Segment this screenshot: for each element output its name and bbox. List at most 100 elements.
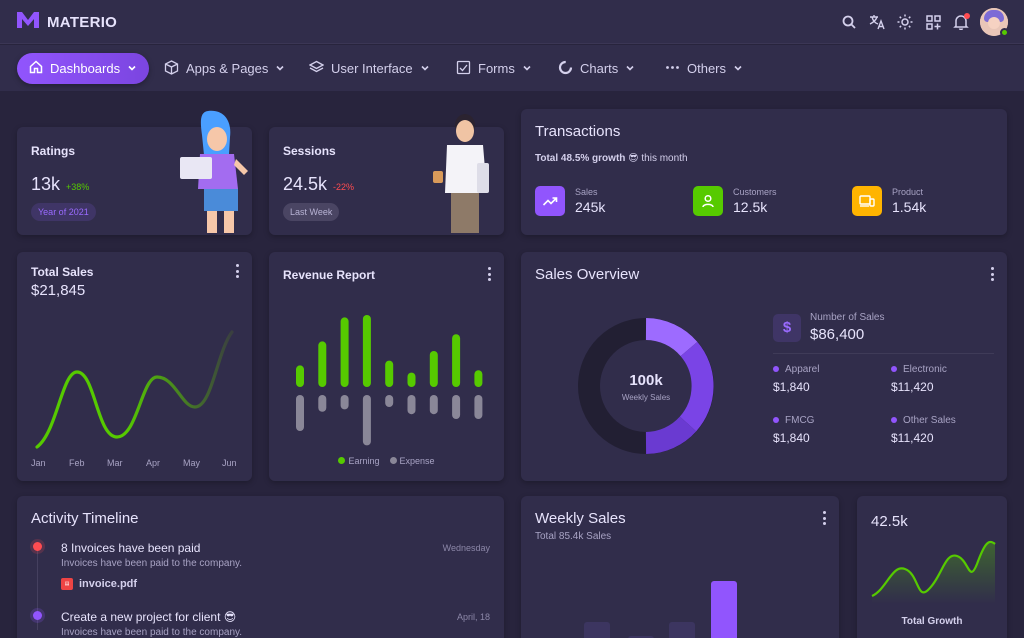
expense-bar — [452, 395, 461, 419]
devices-icon — [852, 186, 882, 216]
card-title: Ratings — [31, 144, 76, 158]
earning-bar — [362, 315, 371, 387]
chevron-down-icon — [733, 61, 743, 76]
nav-label: Dashboards — [50, 61, 121, 76]
growth-value: 42.5k — [871, 513, 908, 530]
search-icon[interactable] — [840, 13, 858, 31]
stat-value: 1.54k — [892, 199, 927, 215]
nav-user-interface[interactable]: User Interface — [297, 53, 442, 84]
timeline-dot — [33, 611, 42, 620]
nav-label: Others — [687, 61, 727, 76]
total-sales-card: Total Sales $21,845 Jan Feb Mar Apr May … — [17, 252, 252, 481]
brand[interactable]: MATERIO — [17, 12, 117, 33]
sessions-change: -22% — [333, 182, 355, 192]
expense-bar — [385, 395, 394, 407]
user-icon — [693, 186, 723, 216]
transactions-card: Transactions Total 48.5% growth 😎 this m… — [521, 109, 1007, 235]
legend-earning: Earning — [338, 456, 380, 466]
card-title: Total Sales — [31, 265, 94, 279]
trending-up-icon — [535, 186, 565, 216]
earning-bar — [385, 360, 394, 387]
sales-item: FMCG $1,840 — [773, 415, 814, 445]
expense-bar — [362, 395, 371, 446]
stat-sales: Sales 245k — [535, 186, 605, 216]
stat-value: 12.5k — [733, 199, 768, 215]
earning-bar — [340, 317, 349, 387]
sales-donut-chart — [578, 318, 714, 454]
nav-label: Apps & Pages — [186, 61, 269, 76]
expense-bar — [474, 395, 483, 419]
home-icon — [29, 60, 43, 77]
sales-item-label: Other Sales — [903, 415, 956, 426]
apps-grid-icon[interactable] — [924, 13, 942, 31]
stat-value: 245k — [575, 199, 606, 215]
timeline-title: Create a new project for client 😎 — [61, 610, 236, 624]
weekly-bar — [669, 622, 695, 638]
card-title: Activity Timeline — [31, 510, 139, 527]
ratings-value: 13k — [31, 174, 61, 194]
card-title: Revenue Report — [283, 268, 376, 282]
dollar-icon: $ — [773, 313, 801, 342]
expense-bar — [407, 395, 416, 415]
sales-overview-card: Sales Overview 100k Weekly Sales $ Numbe… — [521, 252, 1007, 481]
sales-item-value: $11,420 — [891, 431, 934, 445]
nav-dashboards[interactable]: Dashboards — [17, 53, 149, 84]
more-vertical-icon[interactable] — [821, 511, 827, 525]
more-horizontal-icon — [665, 60, 680, 78]
growth-emoji: 😎 — [628, 153, 639, 164]
stat-label: Customers — [733, 187, 777, 197]
month-label: May — [183, 458, 201, 468]
notification-bell-icon[interactable] — [952, 13, 970, 31]
more-vertical-icon[interactable] — [234, 264, 240, 278]
card-title: Sales Overview — [535, 266, 640, 283]
brand-name: MATERIO — [47, 14, 118, 31]
card-title: Weekly Sales — [535, 510, 626, 527]
growth-text: Total 48.5% growth 😎 this month — [535, 153, 688, 164]
chevron-down-icon — [420, 61, 430, 76]
legend-expense: Expense — [389, 456, 435, 466]
nav-charts[interactable]: Charts — [546, 53, 647, 84]
weekly-bar — [628, 636, 654, 638]
notification-dot — [964, 13, 970, 19]
sales-item-label: Electronic — [903, 364, 947, 375]
avatar[interactable] — [980, 8, 1009, 37]
card-title: Transactions — [535, 123, 621, 140]
earning-bar — [452, 334, 461, 387]
earning-bar — [474, 370, 483, 387]
earning-bar — [296, 365, 304, 387]
nav-apps-pages[interactable]: Apps & Pages — [152, 53, 297, 84]
divider — [773, 353, 994, 354]
nav-forms[interactable]: Forms — [444, 53, 544, 84]
donut-chart-icon — [558, 60, 573, 78]
nav-others[interactable]: Others — [653, 53, 755, 84]
timeline-time: April, 18 — [456, 612, 490, 622]
revenue-report-card: Revenue Report Earning Expense — [269, 252, 504, 481]
attachment[interactable]: ▤ invoice.pdf — [61, 578, 137, 590]
earning-bar — [318, 341, 327, 387]
number-value: $86,400 — [810, 326, 865, 343]
timeline-desc: Invoices have been paid to the company. — [61, 558, 243, 569]
cube-icon — [164, 59, 179, 78]
chevron-down-icon — [625, 61, 635, 76]
pdf-file-icon: ▤ — [61, 578, 73, 590]
sales-item-value: $11,420 — [891, 380, 934, 394]
revenue-legend: Earning Expense — [269, 456, 504, 466]
legend-label: Earning — [348, 456, 380, 466]
nav-label: Forms — [478, 61, 515, 76]
sales-item-label: Apparel — [785, 364, 820, 375]
weekly-bar-highlight — [711, 581, 737, 638]
total-sales-value: $21,845 — [31, 282, 86, 299]
month-label: Apr — [146, 458, 161, 468]
number-label: Number of Sales — [810, 312, 885, 323]
checkbox-form-icon — [456, 60, 471, 78]
theme-sun-icon[interactable] — [896, 13, 914, 31]
horizontal-nav: Dashboards Apps & Pages User Interface F… — [0, 45, 1024, 91]
chevron-down-icon — [275, 61, 285, 76]
sales-item-value: $1,840 — [773, 431, 810, 445]
more-vertical-icon[interactable] — [486, 267, 492, 281]
translate-icon[interactable] — [868, 13, 886, 31]
nav-label: Charts — [580, 61, 619, 76]
more-vertical-icon[interactable] — [989, 267, 995, 281]
stat-product: Product 1.54k — [852, 186, 926, 216]
expense-bar — [340, 395, 349, 410]
